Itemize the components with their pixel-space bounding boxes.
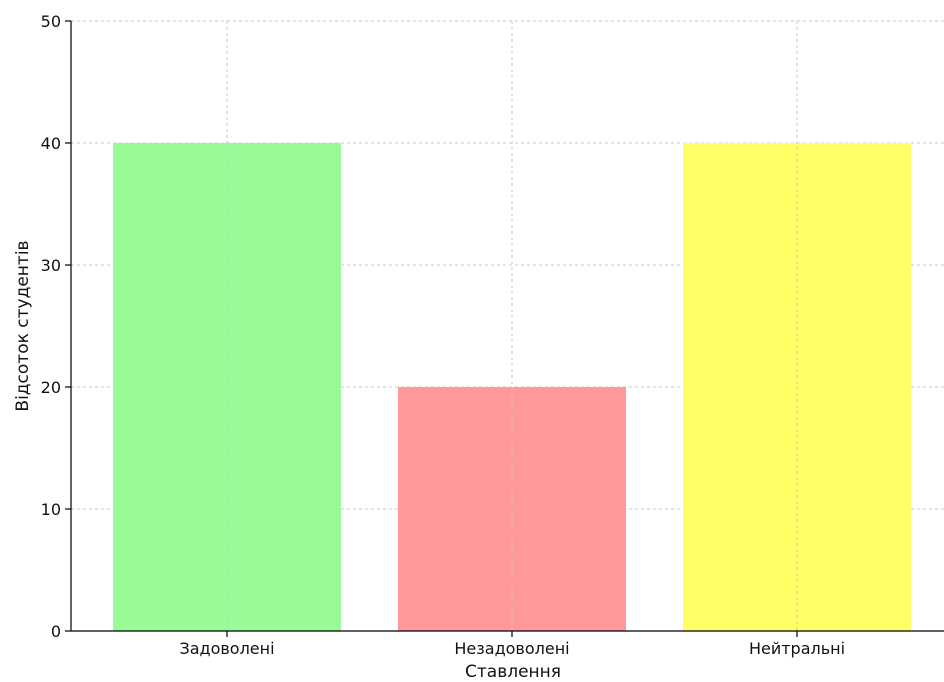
y-tick-label: 0 <box>51 622 61 641</box>
y-tick-label: 40 <box>41 134 61 153</box>
x-axis-label: Ставлення <box>465 662 561 682</box>
y-tick-label: 30 <box>41 256 61 275</box>
tick-labels: 0 10 20 30 40 50 Задоволені Незадоволені Нейтрал… <box>41 12 845 658</box>
x-tick-label: Незадоволені <box>454 639 569 658</box>
y-axis-label: Відсоток студентів <box>13 240 33 411</box>
y-tick-label: 10 <box>41 500 61 519</box>
x-tick-label: Нейтральні <box>749 639 845 658</box>
y-tick-label: 50 <box>41 12 61 31</box>
x-tick-label: Задоволені <box>179 639 274 658</box>
axes <box>65 20 944 637</box>
y-tick-label: 20 <box>41 378 61 397</box>
